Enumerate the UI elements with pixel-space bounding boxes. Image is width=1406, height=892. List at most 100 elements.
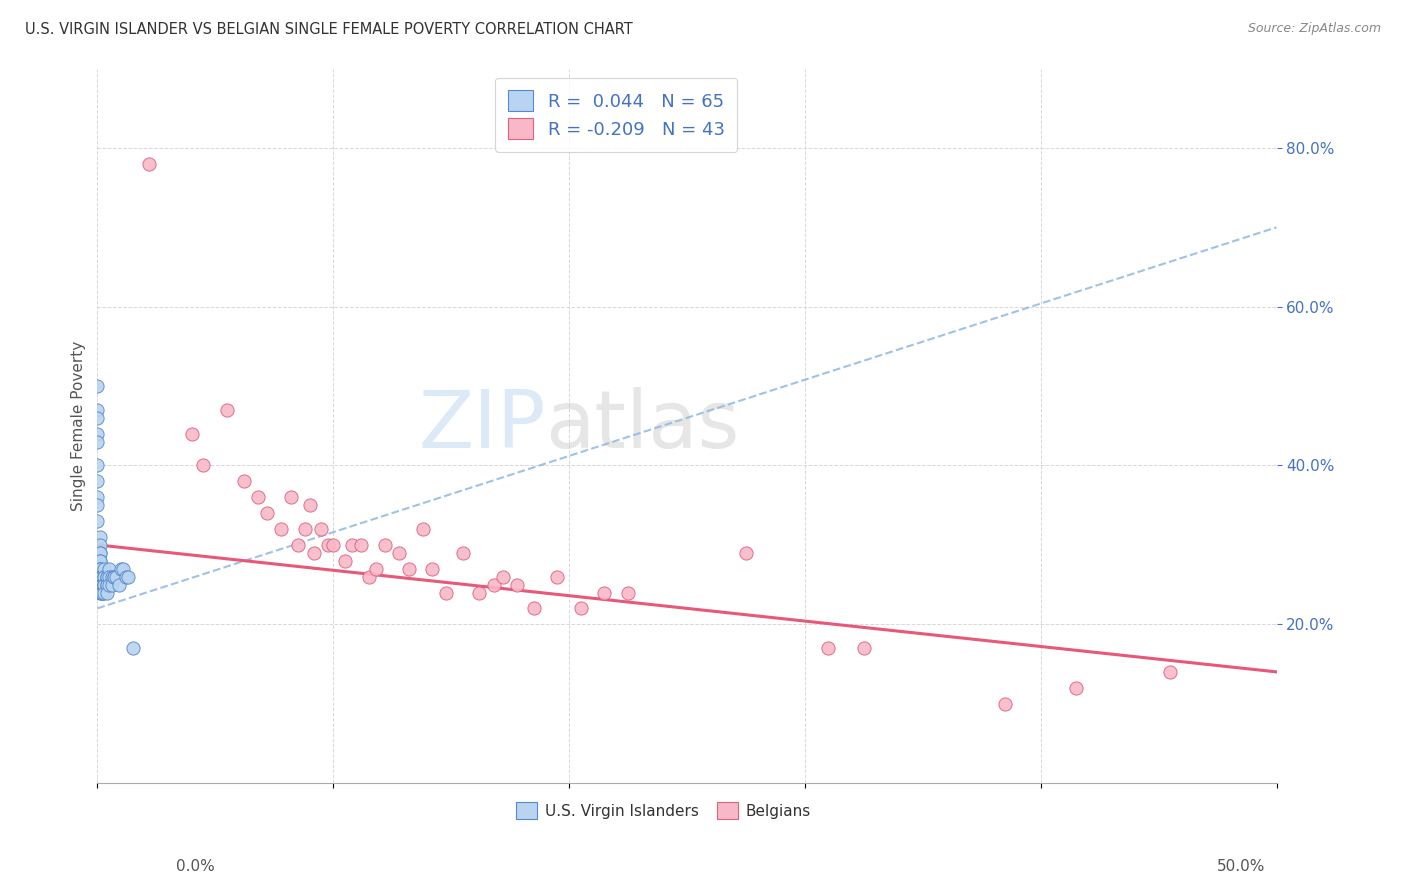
Point	[96, 569, 118, 583]
Point	[89, 569, 111, 583]
Point	[89, 585, 111, 599]
Point	[569, 601, 592, 615]
Point	[523, 601, 546, 615]
Point	[617, 585, 640, 599]
Point	[86, 475, 108, 489]
Point	[98, 577, 121, 591]
Point	[96, 569, 118, 583]
Point	[93, 577, 115, 591]
Point	[89, 538, 111, 552]
Point	[298, 498, 321, 512]
Y-axis label: Single Female Poverty: Single Female Poverty	[72, 341, 86, 511]
Point	[89, 577, 111, 591]
Point	[100, 577, 122, 591]
Point	[112, 562, 135, 576]
Point	[86, 403, 108, 417]
Point	[89, 546, 111, 560]
Point	[89, 562, 111, 576]
Point	[93, 585, 115, 599]
Point	[398, 562, 420, 576]
Point	[294, 522, 316, 536]
Point	[86, 514, 108, 528]
Point	[270, 522, 292, 536]
Point	[105, 569, 128, 583]
Point	[91, 577, 114, 591]
Point	[357, 569, 380, 583]
Point	[322, 538, 344, 552]
Point	[318, 538, 340, 552]
Point	[492, 569, 515, 583]
Point	[100, 569, 122, 583]
Point	[232, 475, 254, 489]
Point	[89, 577, 111, 591]
Point	[121, 641, 143, 656]
Point	[593, 585, 616, 599]
Point	[98, 569, 121, 583]
Text: atlas: atlas	[546, 387, 740, 465]
Point	[451, 546, 474, 560]
Point	[91, 569, 114, 583]
Point	[103, 569, 125, 583]
Point	[468, 585, 491, 599]
Point	[86, 498, 108, 512]
Text: U.S. VIRGIN ISLANDER VS BELGIAN SINGLE FEMALE POVERTY CORRELATION CHART: U.S. VIRGIN ISLANDER VS BELGIAN SINGLE F…	[25, 22, 633, 37]
Point	[256, 506, 278, 520]
Point	[420, 562, 443, 576]
Text: ZIP: ZIP	[418, 387, 546, 465]
Point	[304, 546, 326, 560]
Point	[280, 490, 302, 504]
Point	[735, 546, 758, 560]
Point	[96, 577, 118, 591]
Point	[96, 585, 118, 599]
Point	[93, 569, 115, 583]
Point	[1064, 681, 1087, 695]
Point	[91, 585, 114, 599]
Point	[89, 577, 111, 591]
Point	[114, 569, 136, 583]
Point	[333, 554, 356, 568]
Point	[350, 538, 373, 552]
Point	[96, 577, 118, 591]
Legend: U.S. Virgin Islanders, Belgians: U.S. Virgin Islanders, Belgians	[509, 796, 817, 825]
Point	[110, 562, 132, 576]
Point	[994, 697, 1017, 711]
Point	[93, 569, 115, 583]
Point	[1159, 665, 1181, 679]
Point	[506, 577, 529, 591]
Point	[117, 569, 139, 583]
Point	[246, 490, 269, 504]
Point	[89, 577, 111, 591]
Point	[89, 554, 111, 568]
Point	[434, 585, 457, 599]
Point	[89, 530, 111, 544]
Point	[412, 522, 434, 536]
Point	[89, 569, 111, 583]
Point	[93, 562, 115, 576]
Point	[311, 522, 333, 536]
Point	[364, 562, 387, 576]
Point	[287, 538, 309, 552]
Point	[91, 569, 114, 583]
Point	[193, 458, 215, 473]
Text: 0.0%: 0.0%	[176, 859, 215, 874]
Point	[89, 569, 111, 583]
Point	[107, 577, 129, 591]
Point	[89, 554, 111, 568]
Point	[91, 577, 114, 591]
Point	[91, 577, 114, 591]
Point	[86, 434, 108, 449]
Point	[89, 562, 111, 576]
Point	[86, 379, 108, 393]
Point	[91, 585, 114, 599]
Point	[340, 538, 363, 552]
Point	[138, 157, 160, 171]
Point	[89, 577, 111, 591]
Point	[93, 577, 115, 591]
Point	[374, 538, 396, 552]
Point	[388, 546, 411, 560]
Point	[98, 562, 121, 576]
Point	[817, 641, 839, 656]
Text: 50.0%: 50.0%	[1218, 859, 1265, 874]
Point	[86, 426, 108, 441]
Point	[86, 490, 108, 504]
